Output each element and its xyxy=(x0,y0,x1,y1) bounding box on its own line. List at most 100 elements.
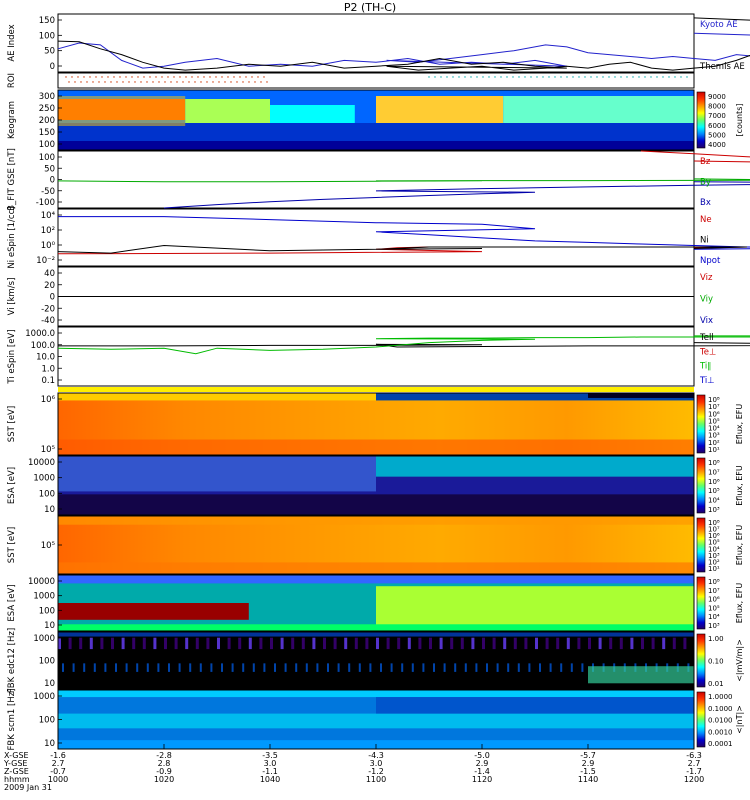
esa-i-colorbar-tick: 10⁵ xyxy=(708,487,720,495)
sst-i-colorbar-tick: 10⁷ xyxy=(708,403,720,411)
esa-e-ytick: 10000 xyxy=(28,577,55,587)
sst-i-colorbar-tick: 10⁶ xyxy=(708,410,720,418)
roi-marker xyxy=(572,76,574,78)
temperature-legend-2: Ti∥ xyxy=(699,362,712,372)
fbk-b-heatmap xyxy=(58,690,694,749)
x-tick-label: 3.0 xyxy=(370,759,383,768)
fbk-b-colorbar-tick: 0.0001 xyxy=(708,740,733,748)
ae-legend-0: Kyoto AE xyxy=(700,20,738,30)
sst-i-ytick: 10⁵ xyxy=(41,445,55,455)
roi-marker xyxy=(74,81,76,83)
roi-marker xyxy=(185,76,187,78)
fbk-b-colorbar-tick: 1.0000 xyxy=(708,693,733,701)
sst-e-colorbar-tick: 10³ xyxy=(708,552,720,560)
x-tick-label: 1040 xyxy=(260,775,280,784)
esa-e-colorbar-label: Eflux, EFU xyxy=(735,583,744,624)
x-tick-label: 2.7 xyxy=(688,759,701,768)
roi-marker xyxy=(182,81,184,83)
roi-marker xyxy=(239,76,241,78)
esa-e-heatmap xyxy=(58,575,694,631)
sst-e-colorbar-tick: 10² xyxy=(708,558,720,566)
temperature-legend-1: Te⊥ xyxy=(699,347,716,357)
temperature-ylabel: Ti eSpin [eV] xyxy=(7,329,17,384)
bfield-frame xyxy=(57,150,695,209)
x-tick-label: -0.7 xyxy=(50,767,66,776)
bfield-ytick: 100 xyxy=(39,153,55,163)
roi-marker xyxy=(176,81,178,83)
temperature-legend-0: Tell xyxy=(699,333,714,343)
x-tick-label: -2.8 xyxy=(156,751,172,760)
temperature-series-tell xyxy=(58,342,750,348)
x-tick-label: -1.5 xyxy=(580,767,596,776)
roi-marker xyxy=(233,76,235,78)
sst-i-colorbar xyxy=(696,394,706,454)
roi-marker xyxy=(596,76,598,78)
bfield-ytick: 50 xyxy=(44,164,55,174)
x-tick-label: 2.9 xyxy=(582,759,595,768)
roi-marker xyxy=(131,76,133,78)
esa-e-colorbar-tick: 10⁸ xyxy=(708,578,720,586)
roi-marker xyxy=(77,76,79,78)
sst-i-ytick: 10⁶ xyxy=(41,395,56,405)
x-tick-label: -0.9 xyxy=(156,767,172,776)
roi-marker xyxy=(92,81,94,83)
roi-marker xyxy=(80,81,82,83)
keogram-ylabel: Keogram xyxy=(7,101,17,139)
density-frame xyxy=(57,208,695,267)
esa-i-colorbar-label: Eflux, EFU xyxy=(735,465,744,506)
sst-e-colorbar-tick: 10⁶ xyxy=(708,532,720,540)
sst-i-colorbar-tick: 10² xyxy=(708,439,720,447)
roi-marker xyxy=(164,81,166,83)
esa-i-ytick: 100 xyxy=(39,489,55,499)
plot-title: P2 (TH-C) xyxy=(344,1,396,14)
roi-marker xyxy=(71,76,73,78)
roi-marker xyxy=(254,81,256,83)
x-row-label: X-GSE xyxy=(4,751,29,760)
roi-marker xyxy=(584,76,586,78)
esa-e-colorbar-tick: 10⁴ xyxy=(708,613,720,621)
bfield-ytick: -50 xyxy=(41,187,55,197)
esa-i-ytick: 10000 xyxy=(28,458,55,468)
bfield-ytick: 0 xyxy=(50,176,55,186)
sst-e-colorbar-tick: 10⁷ xyxy=(708,526,720,534)
keogram-colorbar-tick: 9000 xyxy=(708,93,726,101)
roi-marker xyxy=(242,81,244,83)
roi-marker xyxy=(644,76,646,78)
density-ylabel: Ni eSpin [1/cc] xyxy=(7,206,17,268)
keogram-colorbar-tick: 5000 xyxy=(708,131,726,139)
x-row-label: Y-GSE xyxy=(3,759,27,768)
roi-marker xyxy=(224,81,226,83)
roi-marker xyxy=(122,81,124,83)
x-tick-label: 1100 xyxy=(366,775,386,784)
roi-marker xyxy=(158,81,160,83)
fbk-e-ytick: 100 xyxy=(39,657,55,667)
roi-marker xyxy=(209,76,211,78)
keogram-ytick: 300 xyxy=(39,92,55,102)
roi-marker xyxy=(686,76,688,78)
roi-marker xyxy=(266,81,268,83)
ae-ytick: 150 xyxy=(39,16,55,26)
roi-marker xyxy=(89,76,91,78)
density-ytick: 10⁴ xyxy=(41,211,56,221)
esa-i-colorbar-tick: 10⁶ xyxy=(708,478,720,486)
roi-ylabel: ROI xyxy=(7,73,17,88)
esa-i-colorbar-tick: 10⁴ xyxy=(708,497,720,505)
roi-marker xyxy=(113,76,115,78)
roi-marker xyxy=(149,76,151,78)
roi-marker xyxy=(602,76,604,78)
roi-marker xyxy=(128,81,130,83)
ae-ytick: 50 xyxy=(44,47,55,57)
roi-marker xyxy=(248,81,250,83)
keogram-colorbar-label: [counts] xyxy=(735,104,744,137)
velocity-ytick: -20 xyxy=(41,304,55,314)
roi-marker xyxy=(530,76,532,78)
density-ytick: 10⁰ xyxy=(41,241,56,251)
esa-e-colorbar-tick: 10³ xyxy=(708,622,720,630)
roi-marker xyxy=(548,76,550,78)
esa-i-colorbar-tick: 10⁸ xyxy=(708,459,720,467)
roi-marker xyxy=(542,76,544,78)
fbk-b-colorbar xyxy=(696,691,706,748)
temperature-frame xyxy=(57,326,695,387)
fbk-e-colorbar-tick: 1.00 xyxy=(708,635,724,643)
ae-frame xyxy=(57,13,695,73)
